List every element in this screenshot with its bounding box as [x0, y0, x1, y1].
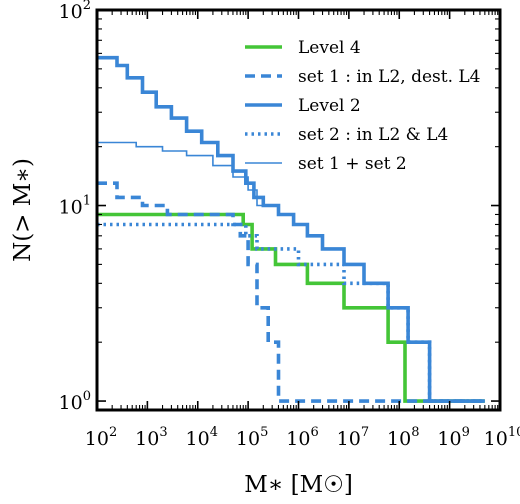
y-axis-label: N(> M∗)	[10, 158, 36, 262]
series-line-1	[97, 181, 485, 403]
y-tick-label: 100	[59, 389, 91, 414]
x-tick-label: 103	[135, 425, 167, 450]
tick-labels: 102 103 104 105 106 107 108 109 1010 100 101 102	[59, 0, 520, 450]
x-axis-label: M∗ [M☉]	[244, 472, 353, 498]
legend-label-1: set 1 : in L2, dest. L4	[298, 67, 480, 87]
legend-label-4: set 1 + set 2	[298, 154, 407, 174]
x-tick-label: 104	[186, 425, 218, 450]
series-line-2	[97, 55, 485, 403]
x-tick-label: 107	[337, 425, 369, 450]
x-tick-label: 106	[286, 425, 318, 450]
legend-label-0: Level 4	[298, 38, 361, 58]
series-line-3	[97, 222, 485, 403]
series-line-0	[97, 212, 485, 403]
series-line-4	[97, 141, 485, 402]
legend-label-3: set 2 : in L2 & L4	[298, 125, 448, 145]
y-tick-label: 102	[59, 0, 91, 23]
ticks-layer	[96, 9, 501, 411]
y-tick-label: 101	[59, 194, 91, 219]
series-layer	[97, 55, 485, 403]
x-tick-label: 108	[387, 425, 419, 450]
x-tick-label: 102	[85, 425, 117, 450]
legend: Level 4 set 1 : in L2, dest. L4 Level 2 set…	[245, 38, 480, 174]
legend-label-2: Level 2	[298, 96, 361, 116]
x-tick-label: 1010	[484, 425, 520, 450]
x-tick-label: 105	[236, 425, 268, 450]
x-tick-label: 109	[437, 425, 469, 450]
